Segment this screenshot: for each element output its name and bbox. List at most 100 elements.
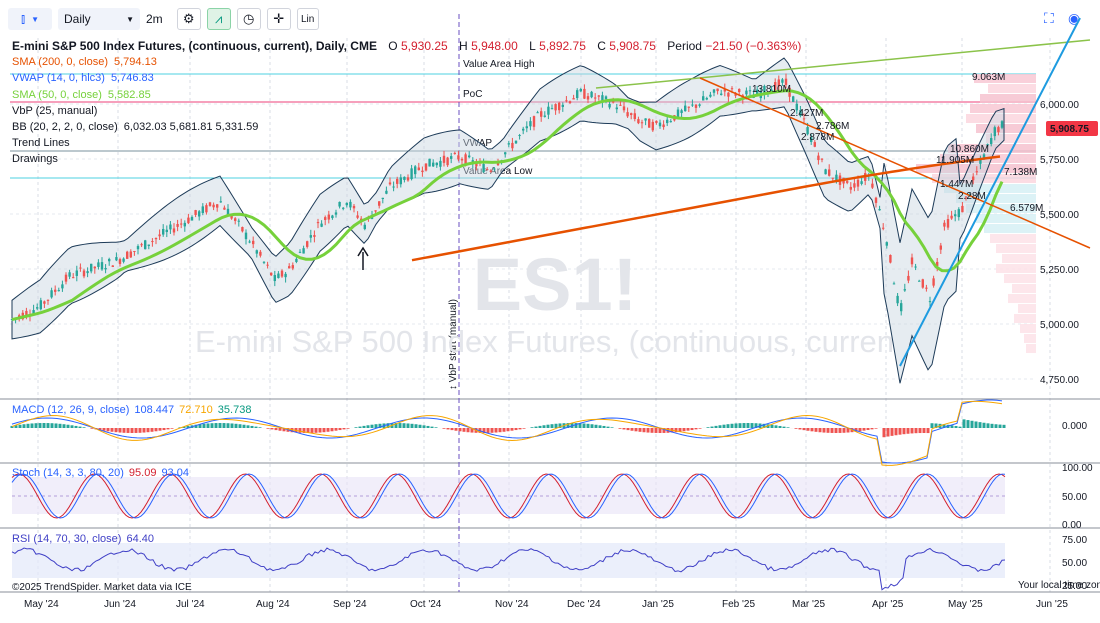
rsi-axis-label: 25.00 — [1062, 581, 1087, 592]
macd-histogram-bar — [394, 423, 398, 428]
macd-histogram-bar — [998, 424, 1002, 428]
candle-body — [846, 181, 849, 183]
macd-histogram-bar — [358, 426, 362, 428]
candle-body — [900, 303, 903, 312]
candle-body — [540, 111, 543, 117]
candle-body — [504, 152, 507, 155]
macd-histogram-bar — [1002, 424, 1006, 428]
candle-body — [446, 157, 449, 166]
macd-histogram-bar — [950, 425, 954, 428]
copyright-label: ©2025 TrendSpider. Market data via ICE — [12, 582, 192, 593]
rsi-value: 64.40 — [126, 533, 154, 545]
macd-histogram-bar — [798, 428, 802, 430]
macd-histogram-bar — [130, 428, 134, 433]
candle-body — [172, 228, 176, 233]
macd-histogram-bar — [654, 428, 658, 433]
candle-body — [234, 218, 237, 221]
price-tick-label: 5,500.00 — [1040, 210, 1079, 221]
macd-histogram-bar — [90, 428, 94, 429]
interval-select[interactable]: Daily ▼ — [58, 8, 140, 30]
replay-icon[interactable]: ◷ — [236, 8, 261, 30]
candle-body — [18, 315, 21, 318]
indicator-row[interactable]: SMA (50, 0, close) 5,582.85 — [12, 87, 801, 103]
crosshair-icon[interactable]: ✛ — [266, 8, 291, 30]
arrow-marker-head — [357, 246, 369, 257]
vbp-start-label: ↕ VbP start (manual) — [448, 299, 459, 390]
candle-body — [925, 287, 928, 289]
candle-body — [248, 241, 251, 243]
macd-histogram-bar — [698, 428, 702, 429]
candle-body — [594, 97, 597, 99]
macd-histogram-bar — [510, 428, 514, 431]
macd-histogram-bar — [902, 428, 906, 435]
candle-body — [928, 301, 932, 303]
indicator-row[interactable]: VbP (25, manual) — [12, 103, 801, 119]
macd-histogram-bar — [854, 428, 858, 432]
settings-icon[interactable]: ⚙ — [176, 8, 201, 30]
macd-histogram-bar — [10, 425, 14, 428]
rsi-legend[interactable]: RSI (14, 70, 30, close) 64.40 — [12, 533, 159, 545]
indicator-row[interactable]: BB (20, 2, 2, 0, close) 6,032.03 5,681.81… — [12, 119, 801, 135]
candle-body — [432, 162, 435, 167]
time-tick-label: Dec '24 — [567, 599, 601, 610]
range-button[interactable]: 2m — [146, 8, 163, 30]
macd-histogram-bar — [534, 426, 538, 428]
scale-button[interactable]: Lin — [296, 8, 319, 30]
indicators-icon[interactable]: ⩘ — [206, 8, 231, 30]
macd-histogram-bar — [898, 428, 902, 435]
candle-body — [450, 156, 453, 159]
candle-body — [129, 251, 132, 258]
indicator-row[interactable]: Drawings — [12, 151, 801, 167]
candle-body — [666, 119, 669, 124]
macd-histogram-bar — [874, 428, 878, 429]
macd-histogram-bar — [246, 425, 250, 428]
macd-histogram-bar — [330, 428, 334, 432]
trend-line-up — [899, 17, 1081, 367]
time-tick-label: Oct '24 — [410, 599, 442, 610]
candle-body — [918, 280, 921, 282]
candle-body — [496, 162, 500, 166]
candle-body — [799, 110, 802, 116]
volume-profile-bar — [990, 234, 1036, 243]
rsi-axis-label: 75.00 — [1062, 535, 1087, 546]
fullscreen-icon[interactable]: ⛶ — [1044, 10, 1054, 26]
macd-histogram-bar — [166, 428, 170, 430]
macd-histogram-bar — [770, 424, 774, 428]
price-tick-label: 5,750.00 — [1040, 155, 1079, 166]
indicator-row[interactable]: SMA (200, 0, close) 5,794.13 — [12, 54, 801, 70]
interval-value: Daily — [64, 12, 91, 26]
macd-histogram-bar — [842, 428, 846, 433]
candle-body — [720, 93, 723, 95]
macd-histogram-bar — [742, 423, 746, 428]
macd-histogram-bar — [782, 426, 786, 428]
candle-body — [406, 177, 410, 181]
macd-histogram-bar — [466, 428, 470, 433]
macd-histogram-bar — [662, 428, 666, 433]
candle-body — [453, 152, 456, 154]
candle-body — [597, 95, 600, 97]
macd-histogram-bar — [674, 428, 678, 433]
macd-histogram-bar — [690, 428, 694, 431]
macd-histogram-bar — [118, 428, 122, 433]
candle-body — [284, 273, 287, 278]
candle-body — [208, 202, 212, 206]
macd-histogram-bar — [910, 428, 914, 434]
macd-histogram-bar — [22, 424, 26, 428]
candle-body — [295, 258, 298, 262]
candle-body — [975, 171, 978, 173]
candle-body — [806, 127, 809, 135]
macd-histogram-bar — [694, 428, 698, 430]
stoch-legend[interactable]: Stoch (14, 3, 3, 80, 20) 95.09 93.04 — [12, 467, 194, 479]
macd-histogram-bar — [522, 428, 526, 429]
macd-histogram-bar — [454, 428, 458, 431]
indicator-name: Trend Lines — [12, 137, 70, 150]
indicator-row[interactable]: VWAP (14, 0, hlc3) 5,746.83 — [12, 70, 801, 86]
chart-type-button[interactable]: ⫾ ▼ — [8, 8, 52, 30]
macd-histogram-bar — [810, 428, 814, 432]
indicator-row[interactable]: Trend Lines — [12, 135, 801, 151]
macd-histogram-bar — [322, 428, 326, 433]
candle-body — [957, 209, 960, 218]
macd-legend[interactable]: MACD (12, 26, 9, close) 108.447 72.710 35.7… — [12, 404, 256, 416]
candle-body — [824, 169, 827, 175]
